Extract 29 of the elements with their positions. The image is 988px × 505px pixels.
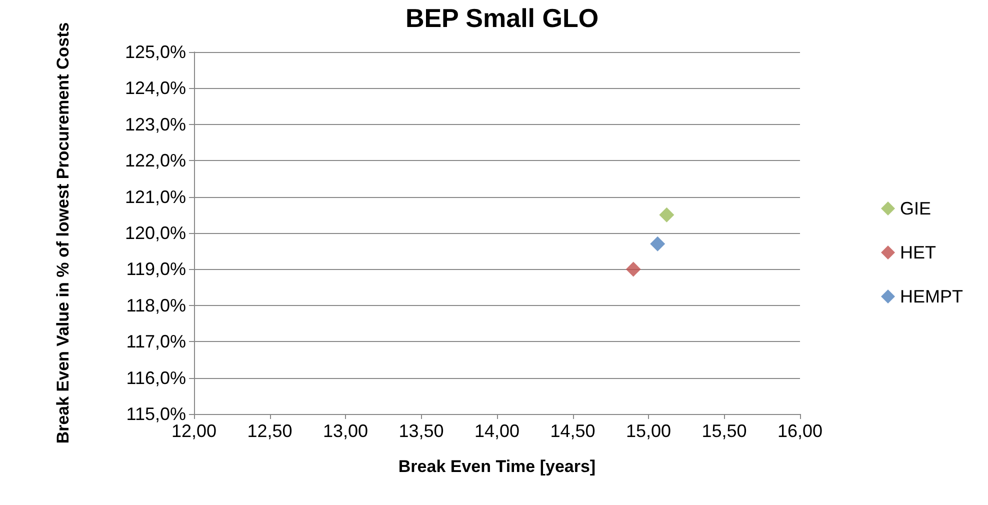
x-tick-label: 14,00 xyxy=(474,421,520,441)
legend-label: GIE xyxy=(900,198,932,218)
x-axis-title: Break Even Time [years] xyxy=(398,457,596,476)
x-tick-label: 12,00 xyxy=(171,421,217,441)
point xyxy=(626,262,641,277)
y-tick-label: 117,0% xyxy=(126,332,186,352)
legend-label: HET xyxy=(900,242,936,262)
x-tick-label: 14,50 xyxy=(550,421,596,441)
x-tick-label: 13,50 xyxy=(398,421,444,441)
y-tick-label: 116,0% xyxy=(126,368,186,388)
legend-label: HEMPT xyxy=(900,286,964,306)
point xyxy=(650,236,666,252)
y-tick-label: 120,0% xyxy=(124,223,186,243)
x-tick-label: 15,50 xyxy=(702,421,747,441)
y-tick-label: 119,0% xyxy=(126,259,186,280)
y-tick-label: 121,0% xyxy=(124,186,186,207)
y-tick-label: 125,0% xyxy=(124,42,186,62)
y-tick-label: 124,0% xyxy=(124,78,186,98)
x-tick-label: 12,50 xyxy=(247,421,292,441)
x-tick-label: 15,00 xyxy=(626,421,672,441)
y-tick-label: 123,0% xyxy=(124,114,186,134)
y-tick-label: 115,0% xyxy=(126,404,186,424)
x-tick-label: 16,00 xyxy=(777,421,823,441)
y-tick-label: 118,0% xyxy=(126,295,186,316)
chart-title: BEP Small GLO xyxy=(405,3,599,33)
x-tick-label: 13,00 xyxy=(322,421,368,441)
y-axis-title: Break Even Value in % of lowest Procurement Costs xyxy=(54,22,72,444)
point xyxy=(659,207,674,222)
y-tick-label: 122,0% xyxy=(124,150,186,171)
